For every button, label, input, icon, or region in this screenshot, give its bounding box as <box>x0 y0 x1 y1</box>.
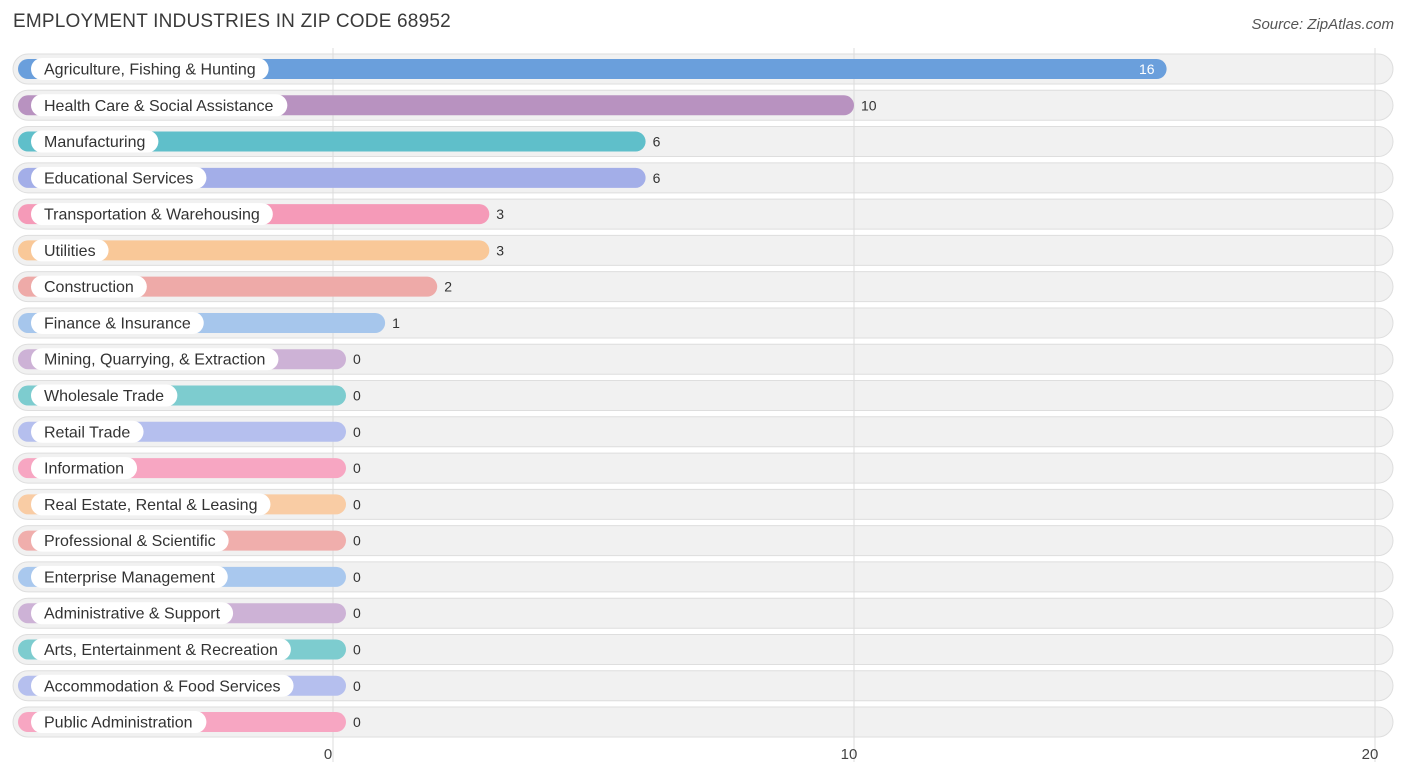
value-label: 6 <box>653 134 661 150</box>
category-label-pill <box>31 674 294 697</box>
category-label-pill <box>31 203 273 226</box>
category-label: Educational Services <box>44 170 193 187</box>
value-label: 0 <box>353 388 361 404</box>
bar-group: Wholesale Trade 0 <box>18 384 361 407</box>
category-label: Agriculture, Fishing & Hunting <box>44 62 256 79</box>
category-label: Information <box>44 461 124 478</box>
value-label: 0 <box>353 460 361 476</box>
category-label-pill <box>31 348 279 371</box>
bar <box>18 240 490 261</box>
row-background <box>12 343 1394 375</box>
category-label: Manufacturing <box>44 134 145 151</box>
bar-group: Utilities 3 <box>18 239 504 262</box>
category-label-pill <box>31 602 234 625</box>
category-label-pill <box>31 711 207 734</box>
row-background <box>12 670 1394 702</box>
bar-group: Public Administration 0 <box>18 711 361 734</box>
category-label: Finance & Insurance <box>44 315 191 332</box>
value-label: 0 <box>353 533 361 549</box>
bar-group: Enterprise Management 0 <box>18 565 361 588</box>
value-label: 2 <box>444 279 452 295</box>
category-label: Construction <box>44 279 134 296</box>
bar-group: Educational Services 6 <box>18 166 661 189</box>
category-label-pill <box>31 420 144 443</box>
category-label-pill <box>31 565 228 588</box>
value-label: 6 <box>653 170 661 186</box>
bar-group: Arts, Entertainment & Recreation 0 <box>18 638 361 661</box>
row-background <box>12 633 1394 665</box>
bar-group: Retail Trade 0 <box>18 420 361 443</box>
category-label: Real Estate, Rental & Leasing <box>44 497 257 514</box>
category-label: Wholesale Trade <box>44 388 164 405</box>
category-label-pill <box>31 638 291 661</box>
bar-group: Manufacturing 6 <box>18 130 661 153</box>
category-label-pill <box>31 58 269 80</box>
value-label: 3 <box>496 206 504 222</box>
x-tick-label: 0 <box>324 746 332 763</box>
category-label-pill <box>31 529 229 552</box>
row-background <box>12 452 1394 484</box>
category-label: Health Care & Social Assistance <box>44 98 274 115</box>
category-label-pill <box>31 130 159 153</box>
row-background <box>12 597 1394 629</box>
x-axis-ticks: 0 10 20 <box>324 746 1379 763</box>
x-tick-label: 20 <box>1362 746 1379 763</box>
category-label: Retail Trade <box>44 424 130 441</box>
row-background <box>12 561 1394 593</box>
bar-group: Agriculture, Fishing & Hunting 16 <box>18 58 1167 80</box>
bar-group: Administrative & Support 0 <box>18 602 361 625</box>
value-label: 16 <box>1139 61 1155 77</box>
value-label: 0 <box>353 714 361 730</box>
value-label: 0 <box>353 569 361 585</box>
category-label: Mining, Quarrying, & Extraction <box>44 352 265 369</box>
chart-title: EMPLOYMENT INDUSTRIES IN ZIP CODE 68952 <box>13 11 451 32</box>
category-label-pill <box>31 94 288 117</box>
bar-group: Information 0 <box>18 457 361 480</box>
x-tick-label: 10 <box>841 746 858 763</box>
bar <box>18 59 1167 79</box>
bar-group: Construction 2 <box>18 275 452 298</box>
value-label: 10 <box>861 97 877 113</box>
value-label: 0 <box>353 424 361 440</box>
row-background <box>12 706 1394 738</box>
value-label: 3 <box>496 242 504 258</box>
category-label-pill <box>31 311 204 334</box>
row-background <box>12 525 1394 557</box>
value-label: 0 <box>353 605 361 621</box>
category-label-pill <box>31 275 147 298</box>
category-label: Accommodation & Food Services <box>44 678 281 695</box>
bar-group: Professional & Scientific 0 <box>18 529 361 552</box>
bar <box>18 131 646 152</box>
value-label: 0 <box>353 678 361 694</box>
bar-group: Finance & Insurance 1 <box>18 311 400 334</box>
category-label-pill <box>31 457 138 480</box>
chart-source: Source: ZipAtlas.com <box>1251 16 1394 33</box>
bar-group: Accommodation & Food Services 0 <box>18 674 361 697</box>
row-background <box>12 416 1394 448</box>
category-label-pill <box>31 166 207 189</box>
category-label: Transportation & Warehousing <box>44 207 260 224</box>
category-label-pill <box>31 239 109 262</box>
bar-group: Transportation & Warehousing 3 <box>18 203 504 226</box>
value-label: 1 <box>392 315 400 331</box>
value-label: 0 <box>353 351 361 367</box>
category-label-pill <box>31 384 178 407</box>
bar-group: Mining, Quarrying, & Extraction 0 <box>18 348 361 371</box>
row-background <box>12 488 1394 520</box>
category-label: Arts, Entertainment & Recreation <box>44 642 278 659</box>
category-label: Enterprise Management <box>44 569 215 586</box>
category-label-pill <box>31 493 271 516</box>
value-label: 0 <box>353 641 361 657</box>
category-label: Professional & Scientific <box>44 533 216 550</box>
category-label: Utilities <box>44 243 96 260</box>
category-label: Administrative & Support <box>44 606 221 623</box>
value-label: 0 <box>353 496 361 512</box>
category-label: Public Administration <box>44 715 193 732</box>
bar-group: Health Care & Social Assistance 10 <box>18 94 877 117</box>
bar-group: Real Estate, Rental & Leasing 0 <box>18 493 361 516</box>
row-background <box>12 380 1394 412</box>
